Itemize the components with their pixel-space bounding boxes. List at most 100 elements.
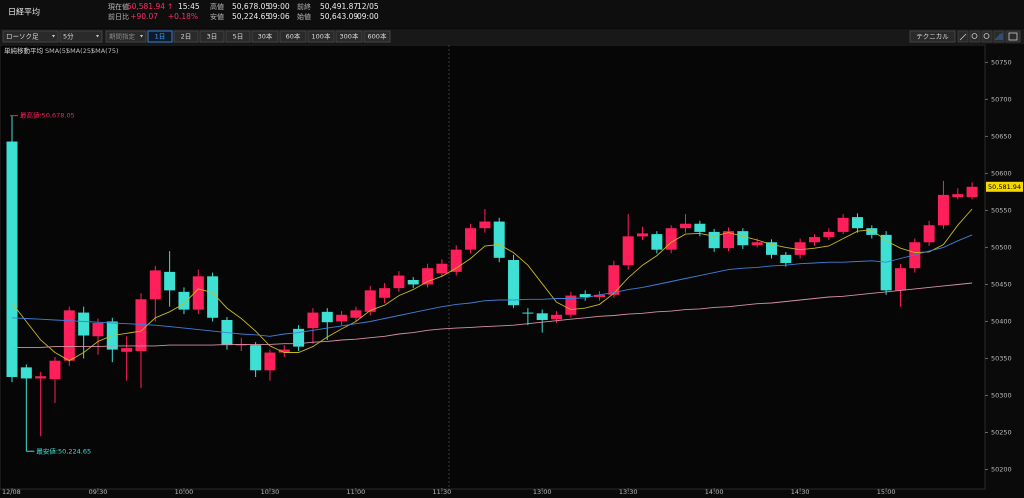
header-bar bbox=[0, 0, 1024, 28]
dropdown-arrow bbox=[52, 35, 55, 38]
min-label: 最安値:50,224.65 bbox=[36, 446, 91, 455]
candle-body bbox=[135, 299, 147, 352]
candle-body bbox=[694, 223, 706, 232]
candle-body bbox=[708, 231, 720, 249]
range-label[interactable]: 300本 bbox=[340, 32, 359, 41]
candle-body bbox=[235, 344, 247, 346]
technical[interactable]: テクニカル bbox=[916, 33, 949, 41]
legend-entry: SMA(75) bbox=[91, 47, 119, 55]
candle-body bbox=[192, 276, 204, 310]
range-label[interactable]: 2日 bbox=[181, 33, 192, 41]
candle-body bbox=[937, 194, 949, 226]
candle-body bbox=[393, 275, 405, 289]
candle-body bbox=[780, 254, 792, 263]
y-tick-label: 50350 bbox=[991, 354, 1012, 362]
candle-body bbox=[751, 242, 763, 246]
legend-entry: SMA(5) bbox=[45, 47, 68, 55]
chart-type[interactable]: ローソク足 bbox=[6, 33, 39, 41]
y-tick-label: 50450 bbox=[991, 280, 1012, 288]
interval[interactable]: 5分 bbox=[63, 32, 74, 41]
max-label: 最高値:50,678.05 bbox=[20, 111, 75, 120]
range-button[interactable] bbox=[363, 30, 391, 43]
candle-body bbox=[765, 242, 777, 255]
range-label[interactable]: 30本 bbox=[258, 32, 273, 41]
candle-body bbox=[450, 249, 462, 272]
candle-body bbox=[20, 367, 32, 379]
range-label[interactable]: 5日 bbox=[233, 33, 244, 41]
y-tick-label: 50500 bbox=[991, 243, 1012, 251]
range-button[interactable] bbox=[279, 30, 307, 43]
candle-body bbox=[164, 271, 176, 291]
quote-value: +90.07 bbox=[130, 12, 158, 21]
candle-body bbox=[594, 294, 606, 298]
quote-time: 09:00 bbox=[357, 12, 379, 21]
x-tick-label: 15:00 bbox=[877, 488, 896, 496]
technical-button[interactable] bbox=[909, 30, 956, 43]
range-label[interactable]: 100本 bbox=[312, 32, 331, 41]
candle-body bbox=[49, 360, 61, 380]
range-button[interactable] bbox=[335, 30, 363, 43]
candle-body bbox=[737, 231, 749, 246]
period[interactable]: 期間指定 bbox=[109, 32, 136, 41]
range-button[interactable] bbox=[147, 30, 173, 43]
x-tick-label: 12/08 bbox=[2, 488, 21, 496]
icon-button[interactable] bbox=[981, 30, 993, 43]
range-button[interactable] bbox=[225, 30, 251, 43]
y-tick-label: 50300 bbox=[991, 391, 1012, 399]
range-button[interactable] bbox=[173, 30, 199, 43]
range-button[interactable] bbox=[199, 30, 225, 43]
candle-body bbox=[479, 221, 491, 229]
candle-body bbox=[665, 228, 677, 250]
period-select[interactable] bbox=[105, 30, 147, 43]
candle-body bbox=[250, 345, 262, 371]
chart-type-select[interactable] bbox=[2, 30, 59, 43]
quote-label: 前終 bbox=[297, 2, 311, 11]
icon-button[interactable] bbox=[993, 30, 1005, 43]
plot-area bbox=[0, 44, 986, 490]
y-tick-label: 50600 bbox=[991, 169, 1012, 177]
candle-body bbox=[923, 225, 935, 243]
sma-line bbox=[12, 282, 973, 348]
icon-button[interactable] bbox=[969, 30, 981, 43]
sma-line bbox=[11, 234, 973, 337]
quote-value: 50,491.87 bbox=[320, 2, 358, 11]
candle-body bbox=[307, 312, 319, 329]
interval-select[interactable] bbox=[59, 30, 103, 43]
candle-body bbox=[92, 322, 104, 337]
candle-body bbox=[866, 228, 878, 235]
candle-body bbox=[966, 186, 978, 198]
candle-body bbox=[364, 290, 376, 312]
candle-body bbox=[264, 352, 276, 371]
range-button[interactable] bbox=[251, 30, 279, 43]
range-label[interactable]: 60本 bbox=[286, 32, 301, 41]
candle-body bbox=[851, 217, 863, 229]
candle-body bbox=[379, 288, 391, 298]
y-tick-label: 50550 bbox=[991, 206, 1012, 214]
quote-label: 高値 bbox=[210, 2, 224, 11]
candle-body bbox=[579, 294, 591, 298]
range-label[interactable]: 3日 bbox=[207, 33, 218, 41]
range-label[interactable]: 600本 bbox=[368, 32, 387, 41]
candle-body bbox=[350, 310, 362, 318]
legend-entry: SMA(25) bbox=[66, 47, 94, 55]
candle-body bbox=[35, 376, 47, 379]
candle-body bbox=[422, 268, 434, 285]
range-button[interactable] bbox=[307, 30, 335, 43]
quote-time: 09:06 bbox=[268, 12, 290, 21]
candle-body bbox=[551, 314, 563, 320]
icon-button[interactable] bbox=[1005, 30, 1021, 43]
range-label[interactable]: 1日 bbox=[155, 33, 166, 41]
quote-mark: ↑ bbox=[167, 2, 173, 11]
icon bbox=[983, 33, 990, 39]
x-tick-label: 10:30 bbox=[261, 488, 280, 496]
quote-extra: +0.18% bbox=[168, 12, 198, 21]
y-tick-label: 50200 bbox=[991, 465, 1012, 473]
candle-body bbox=[465, 228, 477, 250]
dropdown-arrow bbox=[96, 35, 99, 38]
sma-line bbox=[11, 208, 973, 362]
x-tick-label: 10:00 bbox=[175, 488, 194, 496]
quote-label: 安値 bbox=[210, 12, 224, 21]
candle-body bbox=[651, 234, 663, 250]
